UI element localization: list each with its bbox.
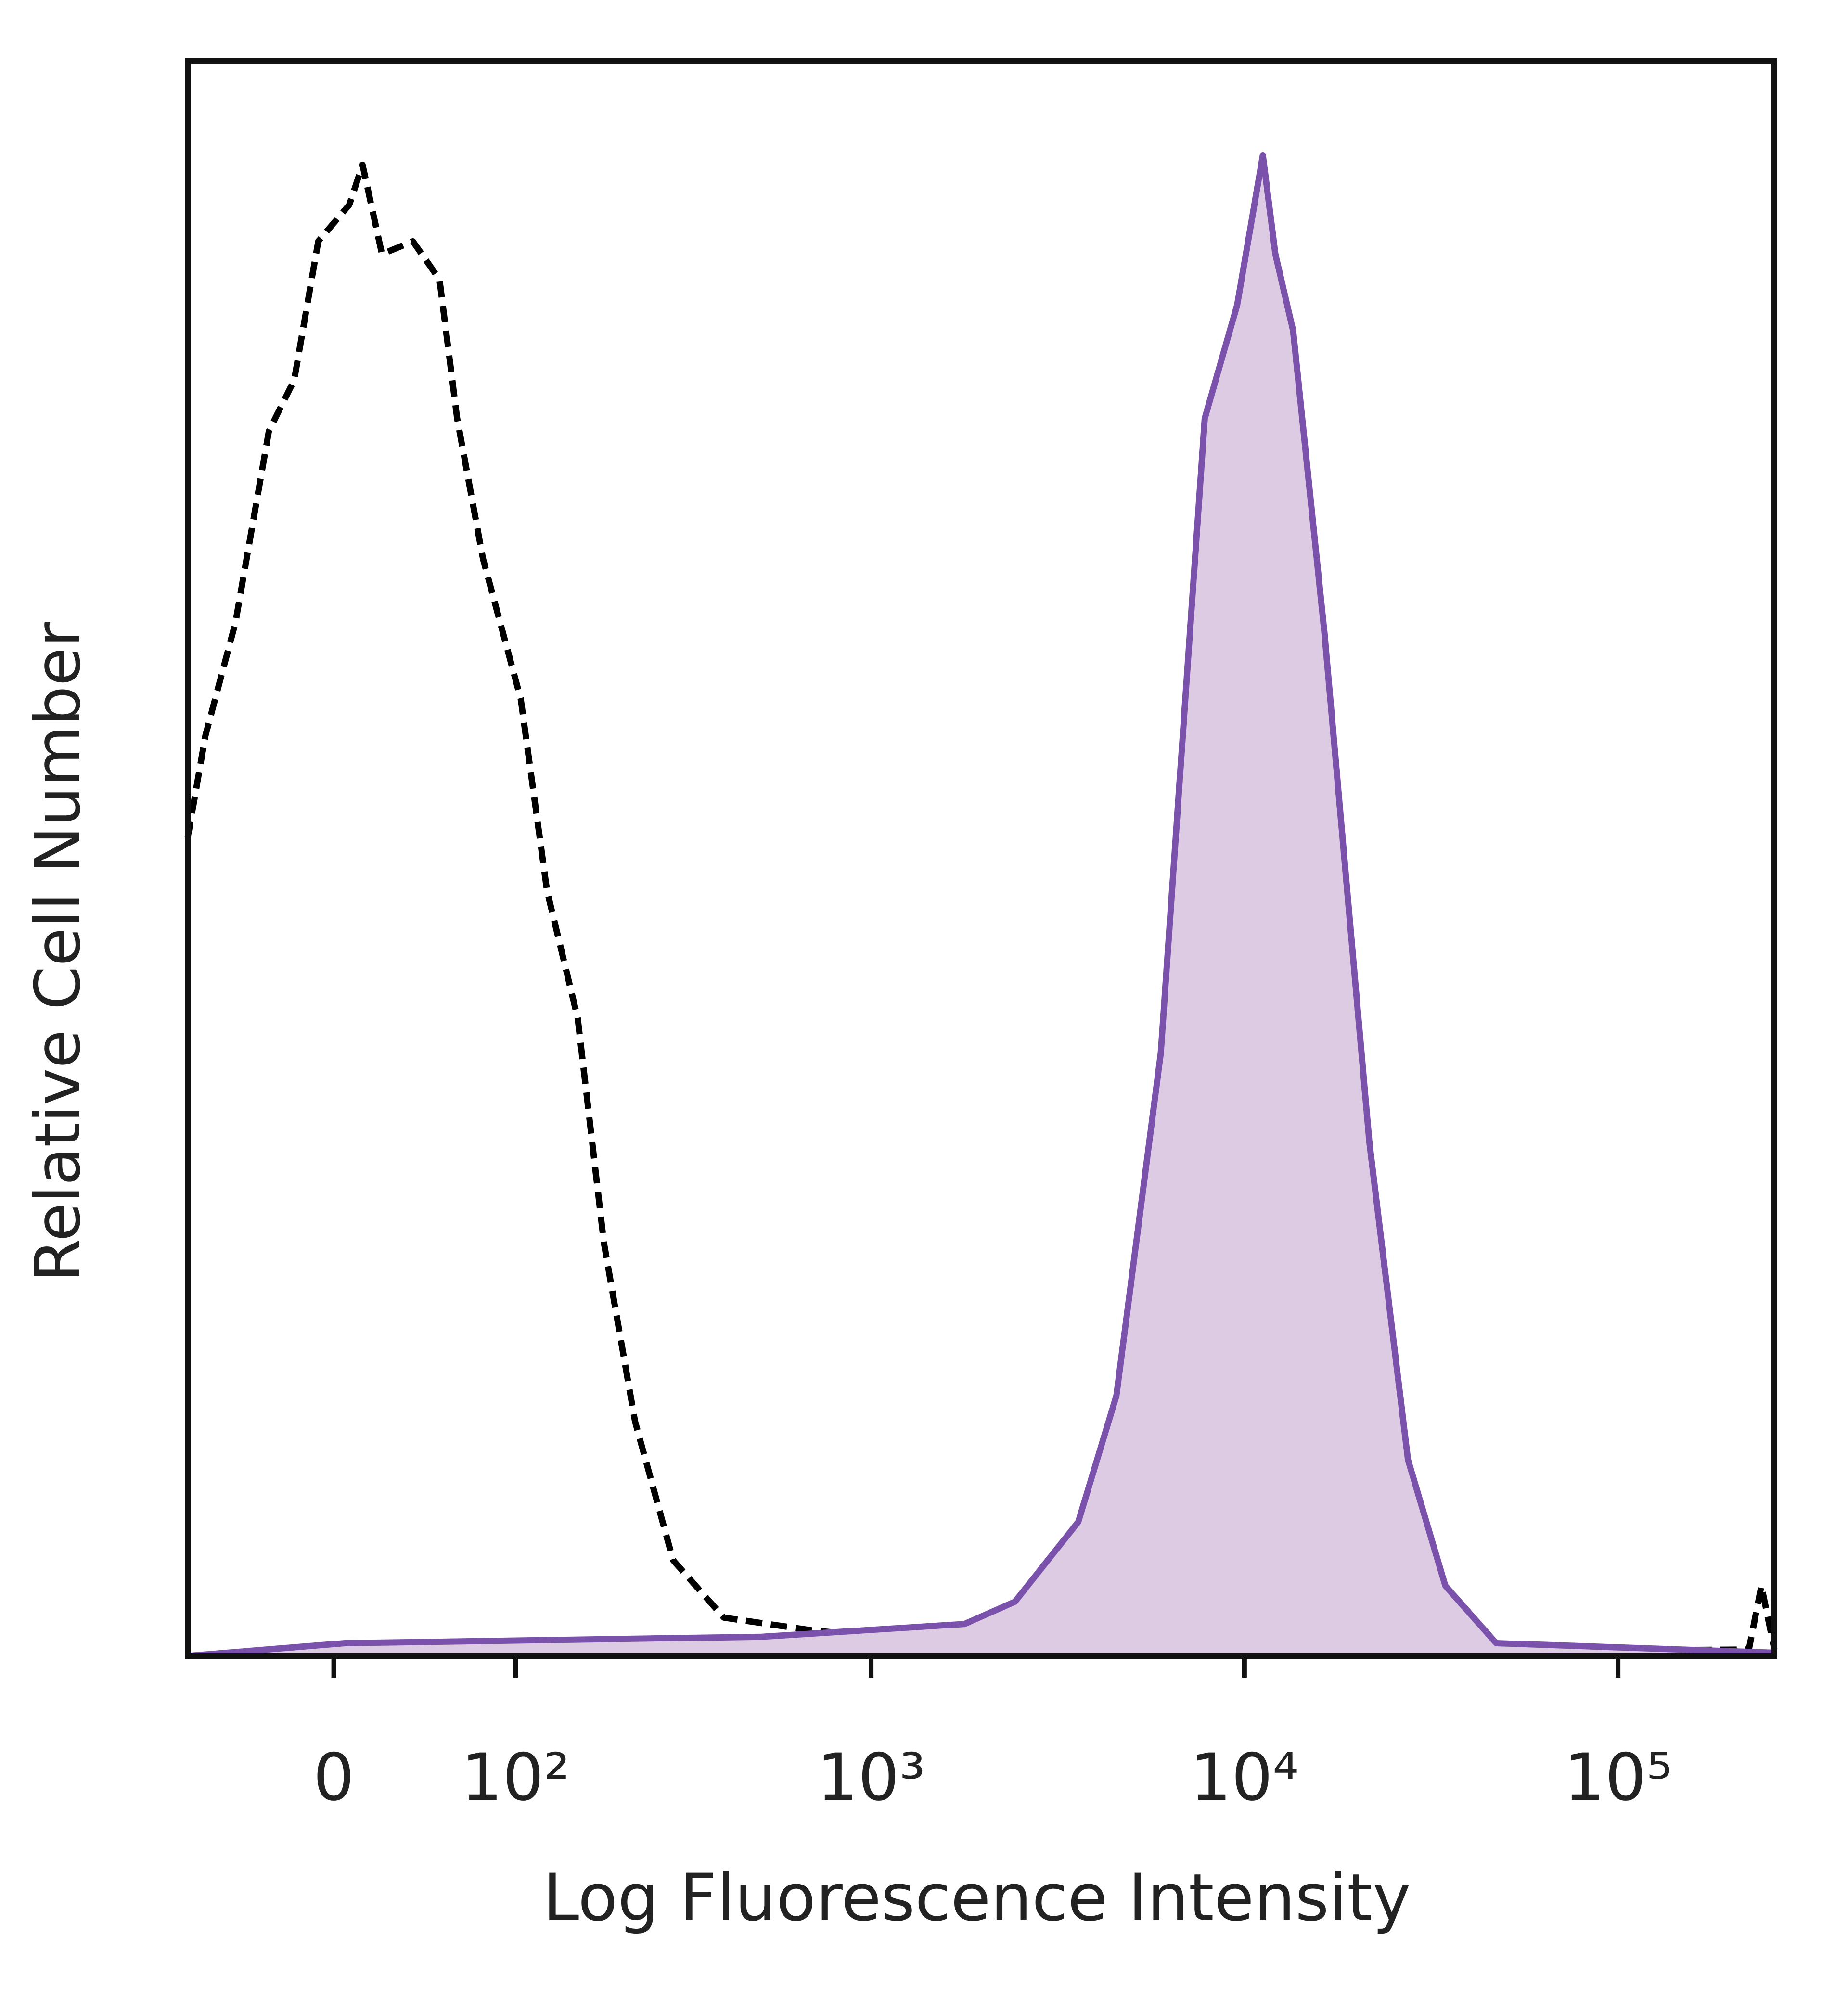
- x-tick-label: 0: [313, 1740, 355, 1815]
- y-axis-label: Relative Cell Number: [21, 621, 94, 1282]
- plot-frame: [185, 58, 1777, 1659]
- histogram-line: [184, 161, 1778, 1656]
- x-tick-label: 10³: [817, 1740, 925, 1815]
- x-axis-label: Log Fluorescence Intensity: [543, 1860, 1411, 1936]
- histogram-line: [187, 152, 1775, 1659]
- x-tick-label: 10⁵: [1564, 1740, 1672, 1815]
- x-tick-label: 10²: [461, 1740, 570, 1815]
- histogram-area: [188, 155, 1774, 1656]
- x-tick-label: 10⁴: [1190, 1740, 1299, 1815]
